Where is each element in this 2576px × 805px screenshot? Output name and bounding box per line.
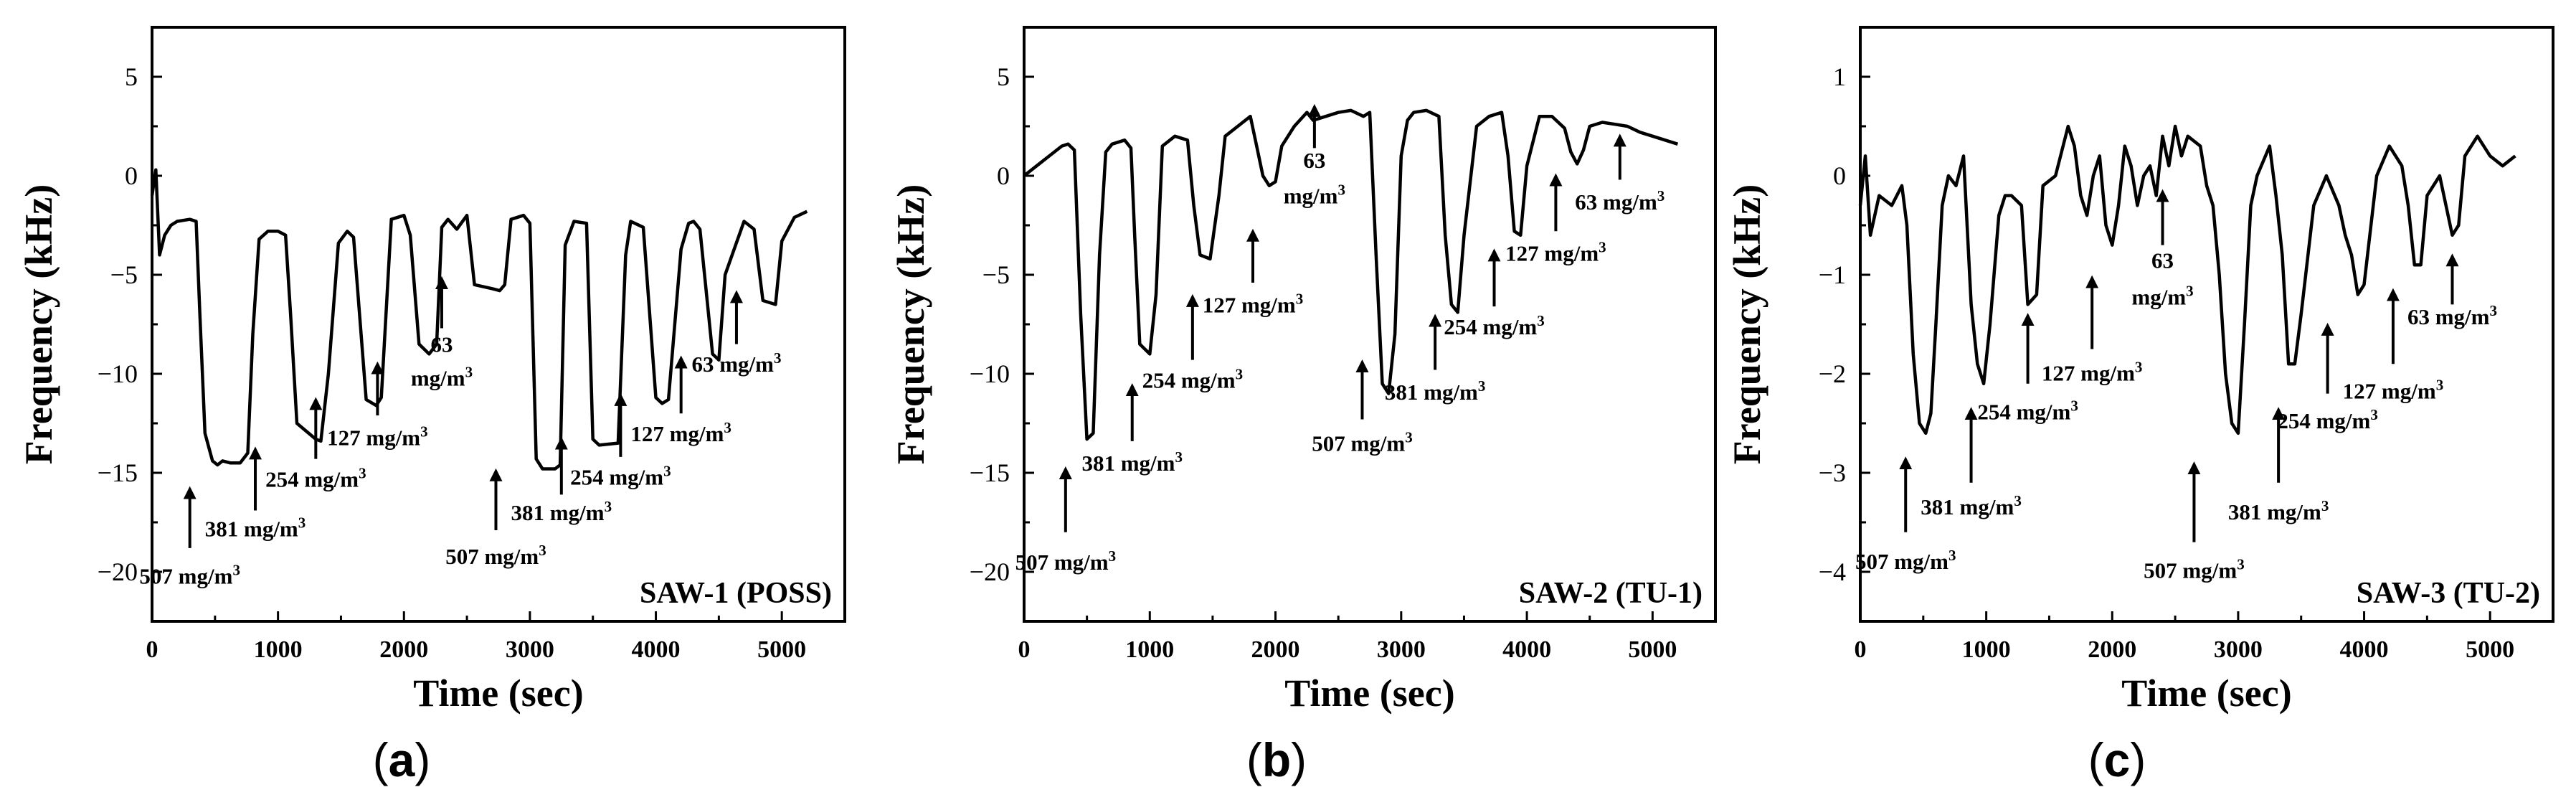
sensor-label: SAW-3 (TU-2) [2357, 577, 2540, 610]
x-tick-label: 0 [1855, 636, 1867, 663]
sensor-label: SAW-1 (POSS) [640, 577, 832, 610]
y-tick-label: −3 [1819, 458, 1846, 487]
x-tick-label: 5000 [757, 636, 806, 663]
x-tick-label: 3000 [2214, 636, 2263, 663]
annotation-label: 507 mg/m3 [1015, 547, 1117, 575]
x-tick-label: 1000 [254, 636, 303, 663]
annotation-label: 381 mg/m3 [205, 514, 306, 541]
x-axis-title: Time (sec) [413, 672, 583, 715]
y-tick-label: −1 [1819, 260, 1846, 289]
y-axis-title: Frequency (kHz) [889, 184, 932, 464]
annotation-label: 63 [1303, 148, 1325, 173]
x-tick-label: 4000 [632, 636, 681, 663]
panel-letter: (a) [373, 733, 431, 786]
y-tick-label: 5 [997, 62, 1010, 91]
x-tick-label: 2000 [379, 636, 428, 663]
y-tick-label: 0 [125, 161, 138, 190]
annotation-label: 127 mg/m3 [630, 419, 731, 446]
y-tick-label: 5 [125, 62, 138, 91]
series-line [1023, 108, 1679, 441]
annotation-label: 254 mg/m3 [1444, 312, 1545, 339]
x-tick-label: 4000 [1502, 636, 1551, 663]
chart-panel-a: 0 1000 2000 3000 4000 5000 −20 −15 −10 −5 0 5 Time (… [17, 26, 846, 715]
annotation-label: 381 mg/m3 [511, 498, 612, 525]
annotation-label: 63 [2151, 248, 2174, 273]
y-tick-label: −15 [970, 458, 1010, 487]
series-line [1858, 124, 2516, 436]
x-tick-label: 2000 [2088, 636, 2136, 663]
annotation-label: 127 mg/m3 [1203, 290, 1304, 317]
y-axis-title: Frequency (kHz) [17, 184, 60, 464]
x-tick-label: 5000 [1628, 636, 1677, 663]
x-tick-label: 2000 [1251, 636, 1300, 663]
annotation-label: 127 mg/m3 [2343, 377, 2444, 404]
x-tick-label: 0 [1018, 636, 1031, 663]
y-tick-label: 0 [997, 161, 1010, 190]
annotation-label: 127 mg/m3 [1505, 239, 1606, 266]
x-tick-label: 1000 [1125, 636, 1174, 663]
y-tick-label: −20 [98, 557, 138, 586]
annotation-label: 507 mg/m3 [445, 542, 546, 569]
annotation-label: 507 mg/m3 [1312, 429, 1413, 456]
annotation-label: 381 mg/m3 [2228, 497, 2329, 524]
y-tick-label: −2 [1819, 359, 1846, 388]
annotation-label: 63 [430, 332, 453, 357]
chart-panel-c: 0 1000 2000 3000 4000 5000 −4 −3 −2 −1 0 1 Time (sec… [1725, 26, 2554, 715]
annotation-label: mg/m3 [1284, 182, 1345, 209]
annotation-label: 254 mg/m3 [570, 463, 671, 490]
annotation-label: 254 mg/m3 [1142, 365, 1244, 392]
x-axis-title: Time (sec) [2121, 672, 2291, 715]
annotation-label: 63 mg/m3 [1575, 187, 1665, 215]
y-tick-label: −20 [970, 557, 1010, 586]
x-tick-label: 1000 [1962, 636, 2011, 663]
y-tick-label: 1 [1833, 62, 1846, 91]
y-tick-label: −5 [110, 260, 138, 289]
annotation-label: mg/m3 [2131, 282, 2193, 309]
x-axis-title: Time (sec) [1284, 672, 1454, 715]
annotation-label: 127 mg/m3 [327, 423, 428, 450]
panel-letter: (b) [1246, 733, 1307, 786]
annotation-label: 507 mg/m3 [139, 562, 240, 589]
annotation-label: 254 mg/m3 [265, 464, 366, 491]
annotation-label: 507 mg/m3 [1855, 547, 1956, 574]
sensor-label: SAW-2 (TU-1) [1519, 577, 1703, 610]
annotation-label: 381 mg/m3 [1921, 492, 2022, 519]
y-tick-label: −4 [1819, 557, 1846, 586]
y-tick-label: 0 [1833, 161, 1846, 190]
y-tick-label: −10 [970, 359, 1010, 388]
x-tick-label: 0 [146, 636, 158, 663]
annotation-label: 254 mg/m3 [2277, 406, 2378, 433]
annotation-label: 254 mg/m3 [1977, 397, 2078, 424]
x-tick-label: 4000 [2340, 636, 2389, 663]
y-tick-label: −15 [98, 458, 138, 487]
series-line [150, 168, 808, 471]
panel-letter: (c) [2088, 733, 2146, 786]
annotation-label: 507 mg/m3 [2144, 555, 2245, 583]
annotation-label: 381 mg/m3 [1385, 377, 1486, 405]
x-tick-label: 3000 [506, 636, 554, 663]
y-tick-label: −5 [982, 260, 1010, 289]
chart-panel-b: 0 1000 2000 3000 4000 5000 −20 −15 −10 −5 0 5 Time (… [889, 26, 1717, 715]
annotation-label: 63 mg/m3 [2407, 302, 2497, 329]
annotation-label: 63 mg/m3 [691, 349, 781, 377]
x-tick-label: 3000 [1377, 636, 1426, 663]
annotation-label: mg/m3 [411, 364, 473, 391]
y-tick-label: −10 [98, 359, 138, 388]
y-axis-title: Frequency (kHz) [1725, 184, 1768, 464]
annotation-label: 127 mg/m3 [2042, 359, 2143, 386]
x-tick-label: 5000 [2466, 636, 2514, 663]
annotation-label: 381 mg/m3 [1081, 448, 1183, 476]
